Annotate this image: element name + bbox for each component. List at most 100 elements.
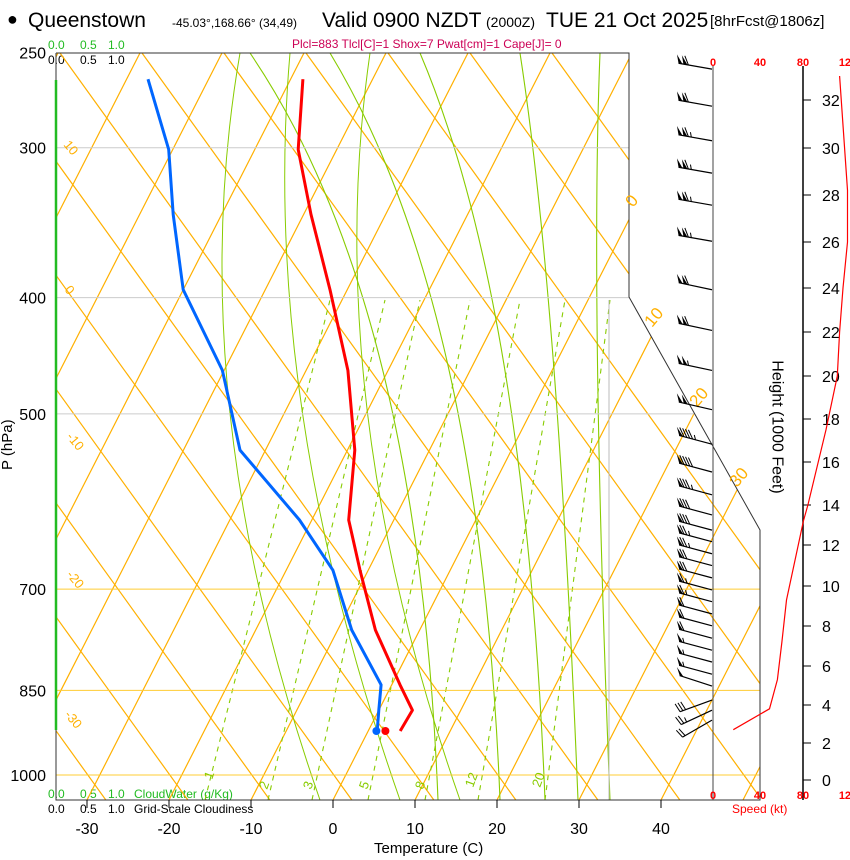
- wind-barb-staff: [679, 532, 713, 543]
- wind-barb-full: [679, 497, 685, 508]
- wind-barb-staff: [680, 709, 713, 726]
- wind-barb-full: [679, 608, 685, 619]
- speed-tick-label-top: 80: [797, 57, 809, 69]
- wind-barb: [676, 226, 713, 242]
- surface-temperature-dot: [381, 726, 390, 735]
- wind-barb: [676, 596, 713, 615]
- wind-barb-full: [685, 514, 691, 525]
- wind-barb-full: [684, 92, 689, 103]
- mixing-ratio-label: 5: [356, 779, 373, 791]
- isotherm-label: -10: [64, 429, 88, 453]
- wind-barb-flag: [681, 274, 688, 285]
- wind-barb: [676, 314, 713, 332]
- wind-barb: [676, 273, 713, 291]
- wind-barb: [676, 190, 713, 206]
- wind-barb-staff: [679, 544, 713, 555]
- wind-barb-flag: [681, 315, 688, 326]
- wind-barb: [676, 54, 713, 70]
- isotherm-line: [578, 53, 760, 800]
- dry-adiabat-line: [469, 53, 760, 800]
- wind-barb-staff: [678, 401, 713, 411]
- wind-barb-half: [685, 578, 688, 584]
- wind-barb-flag: [676, 666, 684, 677]
- wind-barb-staff: [679, 592, 713, 603]
- wind-barb-flag: [681, 126, 688, 137]
- wind-barb-staff: [679, 604, 713, 615]
- wind-barb-flag: [676, 644, 684, 655]
- moist-adiabat-line: [221, 53, 321, 800]
- wind-barb: [676, 393, 713, 411]
- wind-barb-staff: [678, 362, 713, 372]
- wind-barb-half: [689, 132, 692, 138]
- x-axis-label: Temperature (C): [374, 840, 484, 857]
- wind-barb: [676, 512, 713, 531]
- height-tick-label: 0: [822, 773, 831, 790]
- dry-adiabat-line: [633, 53, 760, 800]
- isotherm-line: [56, 53, 141, 800]
- wind-barb-flag: [681, 92, 688, 102]
- pressure-tick-label: 1000: [10, 768, 46, 785]
- height-tick-label: 18: [822, 412, 840, 429]
- wind-barb: [676, 584, 713, 603]
- wind-barb-half: [689, 164, 692, 170]
- wind-barb-staff: [679, 616, 713, 627]
- wind-barb-flag: [676, 273, 683, 284]
- isotherm-line: [56, 53, 305, 800]
- wind-barb-staff: [679, 485, 713, 496]
- cloudiness-label: Grid-Scale Cloudiness: [134, 802, 254, 816]
- valid-time: Valid 0900 NZDT: [322, 9, 482, 32]
- x-tick-label: -10: [239, 821, 262, 838]
- height-tick-label: 8: [822, 619, 831, 636]
- wind-barb-flag: [676, 536, 684, 546]
- wind-barb-full: [684, 227, 689, 238]
- mixing-ratio-label: 12: [462, 770, 481, 789]
- wind-barb-staff: [679, 520, 713, 531]
- wind-barb-full: [679, 427, 685, 437]
- wind-barb-flag: [676, 477, 684, 488]
- mixing-ratio-line: [267, 299, 386, 800]
- wind-barb-staff: [678, 99, 713, 107]
- dry-adiabat-line: [56, 53, 353, 800]
- mixing-ratio-label: 20: [529, 770, 548, 789]
- moist-adiabat-line: [356, 53, 461, 800]
- wind-barb-flag: [676, 512, 684, 523]
- wind-barb-full: [685, 428, 691, 439]
- x-tick-label: -30: [75, 821, 98, 838]
- isotherm-line: [250, 53, 633, 800]
- dry-adiabat-line: [223, 53, 760, 800]
- surface-dewpoint-dot: [372, 726, 381, 735]
- wind-barb-full: [680, 701, 687, 710]
- cloudiness-bottom-1: 1.0: [108, 802, 125, 816]
- wind-barb: [676, 91, 713, 107]
- wind-barb-flag: [676, 560, 684, 571]
- wind-barb-flag: [681, 227, 688, 237]
- height-tick-label: 14: [822, 498, 840, 515]
- wind-barb-staff: [678, 198, 713, 206]
- wind-barb-flag: [676, 584, 684, 594]
- wind-barb-staff: [678, 234, 713, 242]
- station-coords: -45.03°,168.66° (34,49): [172, 16, 298, 30]
- wind-barb-full: [679, 584, 685, 595]
- height-tick-label: 4: [822, 698, 831, 715]
- wind-barb-full: [679, 524, 685, 535]
- wind-barb-full: [675, 716, 682, 725]
- wind-barb-staff: [679, 652, 713, 663]
- isotherm-line: [56, 53, 223, 800]
- wind-barb-staff: [679, 505, 713, 516]
- wind-barb-half: [689, 232, 692, 238]
- isotherm-label: 10: [61, 137, 82, 158]
- wind-barb: [676, 572, 713, 591]
- wind-barb-flag: [676, 632, 684, 643]
- wind-barb-half: [682, 661, 685, 667]
- isotherm-label-right: 10: [641, 304, 668, 331]
- wind-barb-full: [679, 572, 685, 583]
- isotherm-label-right: 0: [622, 191, 643, 210]
- wind-barb-full: [679, 621, 685, 631]
- wind-barb-full: [682, 478, 688, 489]
- cloudiness-top-1: 1.0: [108, 53, 125, 67]
- wind-barb: [676, 454, 713, 473]
- indices-line: Plcl=883 Tlcl[C]=1 Shox=7 Pwat[cm]=1 Cap…: [292, 37, 562, 51]
- wind-barb-flag: [676, 54, 683, 64]
- wind-barb-staff: [679, 674, 713, 687]
